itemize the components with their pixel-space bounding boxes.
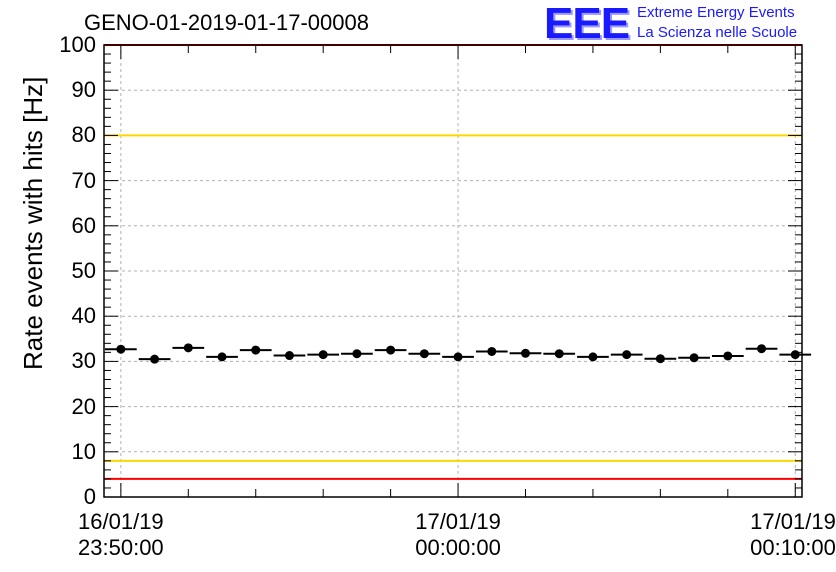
x-tick-label-time: 00:10:00	[750, 535, 836, 560]
data-point	[554, 349, 564, 359]
data-point	[453, 352, 463, 362]
data-point	[419, 349, 429, 359]
data-point	[116, 344, 126, 354]
data-point	[655, 354, 665, 364]
chart-title: GENO-01-2019-01-17-00008	[84, 10, 369, 35]
data-point	[251, 345, 261, 355]
y-tick-label: 0	[83, 484, 96, 509]
y-tick-label: 50	[71, 258, 96, 283]
data-point	[352, 349, 362, 359]
data-point	[487, 346, 497, 356]
data-point	[757, 344, 767, 354]
eee-logo: EEE	[544, 0, 630, 48]
y-tick-label: 90	[71, 77, 96, 103]
data-point	[183, 343, 193, 353]
data-point	[386, 345, 396, 355]
data-point	[318, 350, 328, 360]
x-tick-label-date: 17/01/19	[750, 509, 836, 534]
data-point	[150, 354, 160, 364]
y-tick-label: 10	[71, 438, 96, 464]
y-tick-label: 30	[71, 348, 96, 374]
x-tick-label-time: 00:00:00	[415, 535, 501, 560]
x-tick-label-date: 17/01/19	[415, 509, 501, 534]
y-tick-label: 100	[59, 32, 96, 57]
data-point	[284, 351, 294, 361]
data-point	[217, 352, 227, 362]
y-tick-label: 40	[71, 303, 96, 329]
data-point	[520, 348, 530, 358]
logo-line-2: La Scienza nelle Scuole	[637, 24, 798, 41]
data-point	[790, 350, 800, 360]
x-tick-label-time: 23:50:00	[78, 535, 164, 560]
data-point	[689, 353, 699, 363]
y-tick-label: 80	[71, 122, 96, 148]
y-tick-label: 60	[71, 212, 96, 238]
x-tick-label-date: 16/01/19	[78, 509, 164, 534]
y-tick-label: 70	[71, 167, 96, 193]
y-tick-label: 20	[71, 393, 96, 419]
logo-line-1: Extreme Energy Events	[637, 4, 795, 21]
data-point	[588, 352, 598, 362]
data-point	[723, 351, 733, 361]
data-point	[622, 350, 632, 360]
